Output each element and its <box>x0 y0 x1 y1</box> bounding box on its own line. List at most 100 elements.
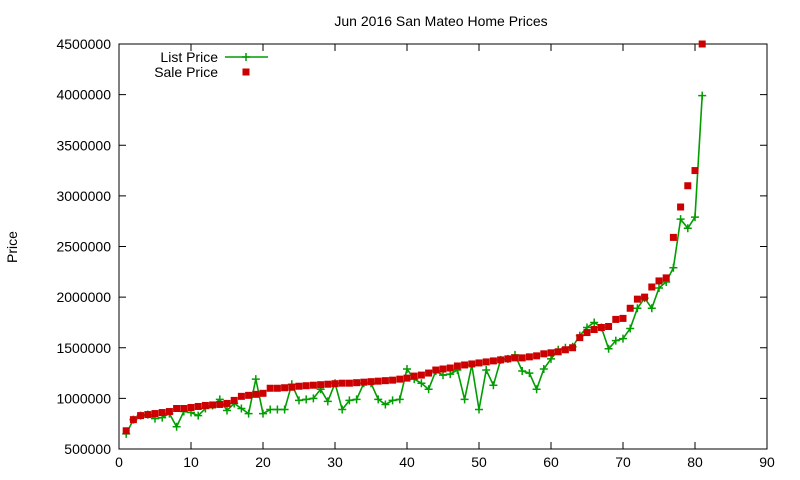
sale-price-point <box>511 354 519 362</box>
list-price-point <box>626 324 635 333</box>
series-layer <box>122 40 707 438</box>
sale-price-point <box>497 356 505 364</box>
x-tick-label: 40 <box>399 454 415 470</box>
list-price-point <box>345 396 354 405</box>
sale-price-point <box>324 380 332 388</box>
sale-price-point <box>504 355 512 363</box>
sale-price-point <box>619 314 627 322</box>
sale-price-point <box>605 322 613 330</box>
sale-price-point <box>288 383 296 391</box>
y-tick-label: 3000000 <box>56 188 111 204</box>
sale-price-point <box>194 402 202 410</box>
x-tick-label: 20 <box>255 454 271 470</box>
sale-price-point <box>187 403 195 411</box>
y-tick-label: 500000 <box>64 441 111 457</box>
list-price-point <box>223 406 231 415</box>
list-price-point <box>539 365 548 374</box>
sale-price-point <box>396 375 404 383</box>
sale-price-point <box>345 379 353 387</box>
list-price-point <box>691 213 699 222</box>
list-price-point <box>323 397 332 406</box>
y-tick-label: 2000000 <box>56 289 111 305</box>
list-price-point <box>251 375 260 384</box>
sale-price-point <box>677 203 685 211</box>
sale-price-point <box>259 389 267 397</box>
x-tick-label: 80 <box>687 454 703 470</box>
list-price-point <box>633 304 642 313</box>
list-price-point <box>489 381 498 390</box>
sale-price-point <box>273 384 281 392</box>
sale-price-point <box>425 369 433 377</box>
list-price-point <box>619 334 627 343</box>
sale-price-point <box>266 384 274 392</box>
sale-price-point <box>309 381 317 389</box>
y-tick-label: 2500000 <box>56 239 111 255</box>
sale-price-point <box>475 359 483 367</box>
list-price-point <box>611 336 620 345</box>
list-price-point <box>525 369 534 378</box>
list-price-point <box>374 395 383 404</box>
list-price-point <box>482 366 491 375</box>
x-tick-label: 90 <box>759 454 775 470</box>
sale-price-point <box>533 352 541 360</box>
sale-price-point <box>374 377 382 385</box>
sale-price-point <box>626 304 634 312</box>
sale-price-point <box>230 396 238 404</box>
sale-price-point <box>331 380 339 388</box>
sale-price-point <box>569 344 577 352</box>
sale-price-point <box>648 283 656 291</box>
list-price-point <box>698 91 707 100</box>
list-price-point <box>259 409 267 418</box>
sale-price-point <box>482 358 490 366</box>
y-tick-label: 4000000 <box>56 87 111 103</box>
list-price-point <box>676 215 685 224</box>
list-price-point <box>518 367 527 376</box>
sale-price-point <box>245 391 253 399</box>
sale-price-point <box>122 427 130 435</box>
sale-price-point <box>403 374 411 382</box>
list-price-point <box>475 405 483 414</box>
sale-price-point <box>432 366 440 374</box>
sale-price-point <box>389 376 397 384</box>
sale-price-point <box>180 405 188 412</box>
sale-price-point <box>295 382 303 390</box>
sale-price-point <box>489 357 497 365</box>
sale-price-point <box>684 182 692 190</box>
sale-price-point <box>360 378 368 386</box>
sale-price-point <box>561 346 569 354</box>
sale-price-point <box>540 350 548 358</box>
sale-price-point <box>158 409 166 417</box>
sale-price-point <box>453 362 461 370</box>
sale-price-point <box>209 401 217 409</box>
sale-price-point <box>691 167 699 175</box>
list-price-point <box>172 422 181 431</box>
chart-title: Jun 2016 San Mateo Home Prices <box>334 13 547 29</box>
list-price-point <box>604 344 613 353</box>
list-price-point <box>647 304 656 313</box>
sale-price-point <box>641 293 649 301</box>
sale-price-point <box>590 326 598 334</box>
plot-frame <box>118 43 768 450</box>
list-price-point <box>309 394 318 403</box>
list-price-point <box>403 365 411 374</box>
list-price-point <box>302 395 311 404</box>
sale-price-point <box>417 371 425 379</box>
list-price-point <box>237 404 246 413</box>
sale-price-point <box>633 295 641 303</box>
list-price-point <box>460 395 469 404</box>
sale-price-point <box>223 399 231 407</box>
sale-price-point <box>655 277 663 285</box>
sale-price-point <box>410 372 418 380</box>
sale-price-point <box>698 40 706 48</box>
list-price-point <box>417 379 426 388</box>
list-price-point <box>532 385 541 394</box>
sale-price-point <box>165 408 173 416</box>
list-price-point <box>590 318 599 327</box>
sale-price-point <box>367 378 375 386</box>
x-tick-label: 0 <box>115 454 123 470</box>
legend-label-sale-price: Sale Price <box>154 64 218 80</box>
sale-price-point <box>576 334 584 342</box>
list-price-point <box>338 405 347 414</box>
sale-price-point <box>338 379 346 387</box>
